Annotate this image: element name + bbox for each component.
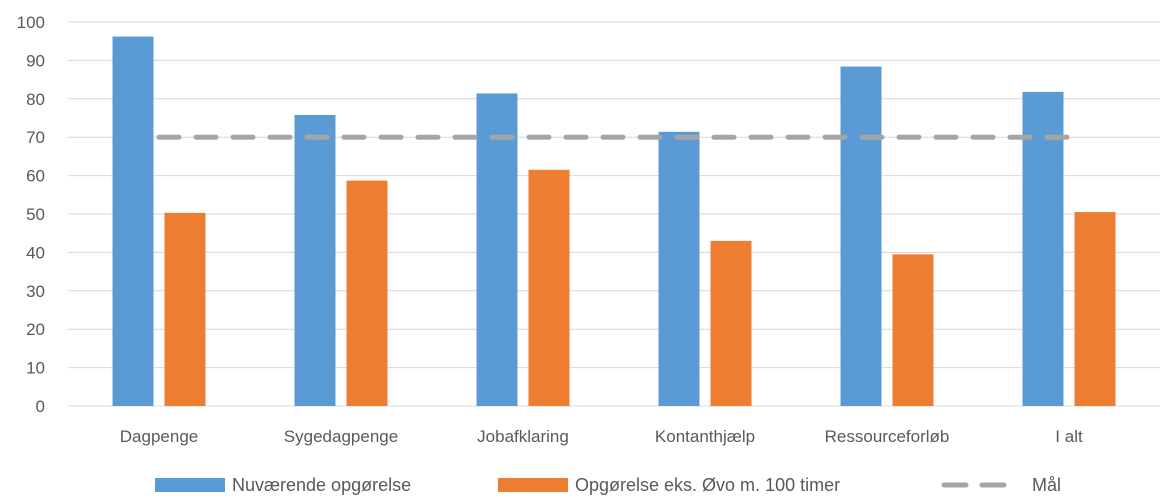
y-tick-label: 30 [26, 282, 45, 301]
bar-excl-0 [164, 212, 206, 406]
legend-swatch [155, 478, 225, 492]
bar-excl-2 [528, 169, 570, 406]
bar-excl-5 [1074, 212, 1116, 406]
x-category-label: Jobafklaring [477, 427, 569, 446]
x-category-label: Dagpenge [120, 427, 198, 446]
x-axis-labels: Dagpenge Sygedagpenge Jobafklaring Kontanth… [120, 427, 1083, 446]
y-axis-ticks: 0 10 20 30 40 50 60 70 80 90 100 [17, 13, 45, 416]
y-tick-label: 10 [26, 359, 45, 378]
bar-excl-4 [892, 254, 934, 406]
y-tick-label: 40 [26, 243, 45, 262]
legend-label: Opgørelse eks. Øvo m. 100 timer [575, 475, 840, 495]
x-category-label: Ressourceforløb [825, 427, 950, 446]
x-category-label: I alt [1055, 427, 1083, 446]
legend: Nuværende opgørelse Opgørelse eks. Øvo m.… [155, 475, 1061, 495]
bar-excl-3 [710, 240, 752, 406]
y-tick-label: 90 [26, 51, 45, 70]
y-tick-label: 80 [26, 90, 45, 109]
y-tick-label: 70 [26, 128, 45, 147]
bars [112, 36, 1116, 406]
y-tick-label: 60 [26, 167, 45, 186]
x-category-label: Sygedagpenge [284, 427, 398, 446]
bar-current-3 [658, 131, 700, 406]
legend-label: Mål [1032, 475, 1061, 495]
x-category-label: Kontanthjælp [655, 427, 755, 446]
bar-current-0 [112, 36, 154, 406]
bar-current-5 [1022, 91, 1064, 406]
legend-swatch [498, 478, 568, 492]
legend-label: Nuværende opgørelse [232, 475, 411, 495]
bar-current-4 [840, 66, 882, 406]
y-tick-label: 100 [17, 13, 45, 32]
y-tick-label: 0 [36, 397, 45, 416]
bar-current-1 [294, 114, 336, 406]
y-tick-label: 50 [26, 205, 45, 224]
y-tick-label: 20 [26, 320, 45, 339]
bar-current-2 [476, 93, 518, 406]
gridlines [68, 21, 1160, 369]
bar-excl-1 [346, 180, 388, 406]
